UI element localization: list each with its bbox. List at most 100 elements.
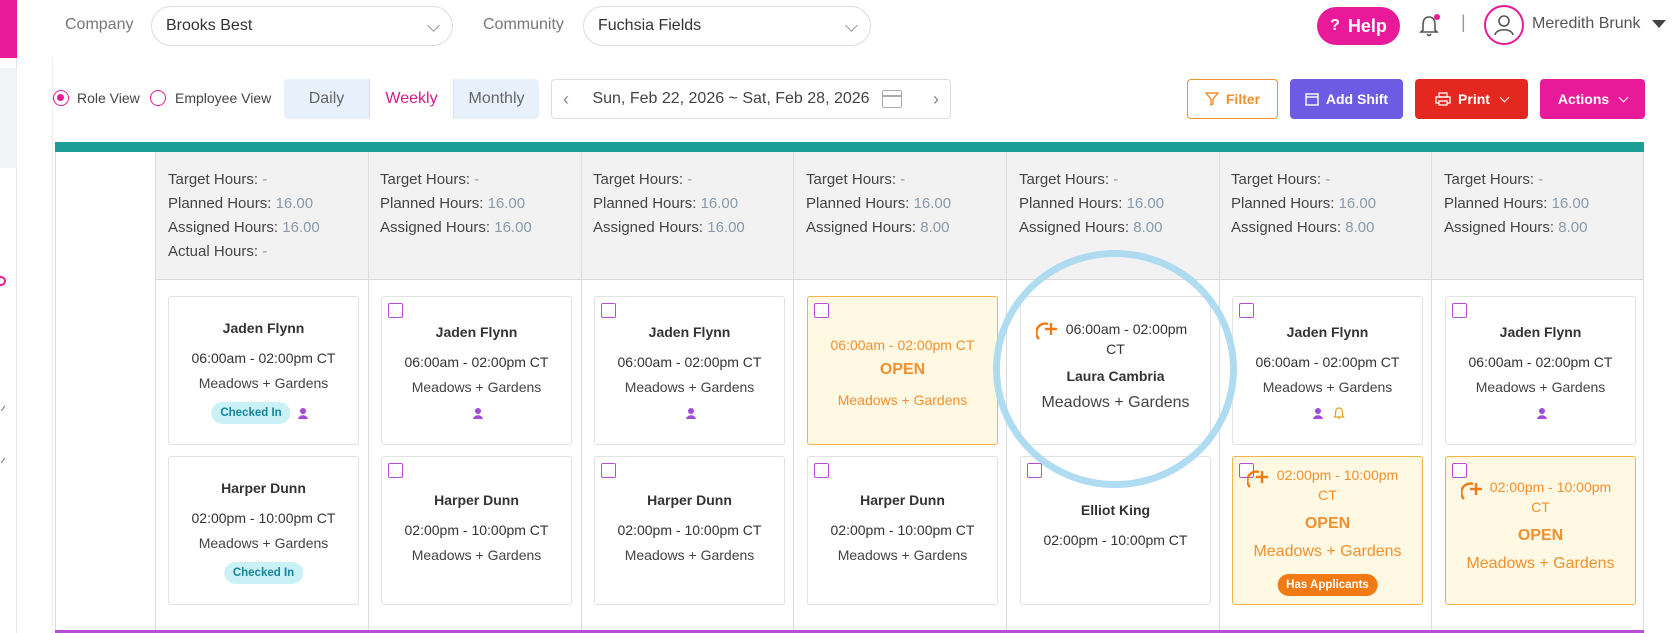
nav-active-tab[interactable] xyxy=(0,0,17,58)
alarm-icon xyxy=(1332,407,1345,419)
planned-hours-label: Planned Hours: xyxy=(1231,195,1335,212)
filter-icon xyxy=(1204,92,1219,106)
user-icon xyxy=(1494,15,1514,36)
add-shift-button[interactable]: Add Shift xyxy=(1290,79,1403,119)
open-shift-card[interactable]: 02:00pm - 10:00pm CT OPEN Meadows + Gard… xyxy=(1232,456,1423,605)
add-shift-label: Add Shift xyxy=(1325,91,1389,107)
company-label: Company xyxy=(65,16,134,33)
print-button[interactable]: Print xyxy=(1415,79,1528,119)
caret-down-icon[interactable] xyxy=(1652,20,1666,28)
nav-tick-icon xyxy=(0,457,6,464)
role-view-radio[interactable] xyxy=(53,90,69,106)
open-shift-card[interactable]: 02:00pm - 10:00pm CT OPEN Meadows + Gard… xyxy=(1445,456,1636,605)
shift-checkbox[interactable] xyxy=(601,463,616,478)
chevron-down-icon xyxy=(1618,92,1629,102)
shift-card[interactable]: Jaden Flynn 06:00am - 02:00pm CT Meadows… xyxy=(168,296,359,445)
planned-hours-label: Planned Hours: xyxy=(380,195,484,212)
top-bar: Company Brooks Best Community Fuchsia Fi… xyxy=(17,0,1678,52)
shift-location: Meadows + Gardens xyxy=(624,379,755,395)
chevron-right-icon[interactable]: › xyxy=(933,88,939,109)
shift-time: 02:00pm - 10:00pm CT xyxy=(1043,532,1188,548)
shift-checkbox[interactable] xyxy=(1452,303,1467,318)
assigned-hours-value: 8.00 xyxy=(1345,219,1375,236)
column-hours-summary: Target Hours: - Planned Hours: 16.00 Ass… xyxy=(380,168,532,240)
target-hours-label: Target Hours: xyxy=(1444,171,1535,188)
shift-location: Meadows + Gardens xyxy=(198,535,329,551)
shift-location: Meadows + Gardens xyxy=(1475,379,1606,395)
shift-card[interactable]: Harper Dunn 02:00pm - 10:00pm CT Meadows… xyxy=(168,456,359,605)
shift-card[interactable]: Jaden Flynn 06:00am - 02:00pm CT Meadows… xyxy=(381,296,572,445)
shift-location: Meadows + Gardens xyxy=(1262,379,1393,395)
company-value: Brooks Best xyxy=(166,17,253,34)
user-name[interactable]: Meredith Brunk xyxy=(1532,15,1641,32)
user-avatar[interactable] xyxy=(1484,5,1524,45)
tab-daily[interactable]: Daily xyxy=(308,90,345,107)
target-hours-label: Target Hours: xyxy=(168,171,259,188)
column-hours-summary: Target Hours: - Planned Hours: 16.00 Ass… xyxy=(1231,168,1376,240)
community-select[interactable]: Fuchsia Fields xyxy=(583,6,871,46)
shift-checkbox[interactable] xyxy=(814,463,829,478)
shift-card[interactable]: Harper Dunn 02:00pm - 10:00pm CT Meadows… xyxy=(594,456,785,605)
help-label: Help xyxy=(1347,15,1387,36)
hours-summary-row xyxy=(156,152,1643,280)
schedule-grid xyxy=(55,152,1644,633)
shift-card[interactable]: Harper Dunn 02:00pm - 10:00pm CT Meadows… xyxy=(807,456,998,605)
shift-card[interactable]: Jaden Flynn 06:00am - 02:00pm CT Meadows… xyxy=(1445,296,1636,445)
shift-time-zone: CT xyxy=(1318,487,1337,503)
nav-gray-tab[interactable] xyxy=(0,68,17,168)
date-navigator: ‹ Sun, Feb 22, 2026 ~ Sat, Feb 28, 2026 … xyxy=(551,79,951,119)
tab-monthly[interactable]: Monthly xyxy=(468,90,525,107)
date-range[interactable]: Sun, Feb 22, 2026 ~ Sat, Feb 28, 2026 xyxy=(592,90,870,107)
shift-checkbox[interactable] xyxy=(1239,303,1254,318)
target-hours-value: - xyxy=(1325,171,1331,188)
column-hours-summary: Target Hours: - Planned Hours: 16.00 Ass… xyxy=(1019,168,1164,240)
assigned-hours-value: 8.00 xyxy=(1558,219,1588,236)
target-hours-label: Target Hours: xyxy=(806,171,897,188)
question-icon: ? xyxy=(1330,17,1340,34)
planned-hours-label: Planned Hours: xyxy=(1444,195,1548,212)
shift-card[interactable]: Jaden Flynn 06:00am - 02:00pm CT Meadows… xyxy=(1232,296,1423,445)
help-button[interactable]: ? Help xyxy=(1317,7,1400,45)
employee-view-radio[interactable] xyxy=(150,90,166,106)
shift-card[interactable]: Harper Dunn 02:00pm - 10:00pm CT Meadows… xyxy=(381,456,572,605)
shift-checkbox[interactable] xyxy=(388,463,403,478)
chevron-down-icon xyxy=(845,19,858,32)
shift-time: 06:00am - 02:00pm CT xyxy=(830,337,975,353)
open-status: OPEN xyxy=(879,361,926,378)
filter-button[interactable]: Filter xyxy=(1187,79,1278,119)
shift-time: 02:00pm - 10:00pm CT xyxy=(191,510,336,526)
actions-button[interactable]: Actions xyxy=(1540,79,1645,119)
column-hours-summary: Target Hours: - Planned Hours: 16.00 Ass… xyxy=(1444,168,1589,240)
shift-checkbox[interactable] xyxy=(814,303,829,318)
community-value: Fuchsia Fields xyxy=(598,17,702,34)
assigned-hours-label: Assigned Hours: xyxy=(593,219,704,236)
highlight-circle xyxy=(993,250,1237,488)
tab-weekly[interactable]: Weekly xyxy=(369,79,454,119)
company-select[interactable]: Brooks Best xyxy=(151,6,453,46)
shift-time: 02:00pm - 10:00pm CT xyxy=(404,522,549,538)
planned-hours-value: 16.00 xyxy=(487,195,526,212)
shift-time: 02:00pm - 10:00pm xyxy=(1489,479,1612,495)
shift-checkbox[interactable] xyxy=(1027,463,1042,478)
shift-checkbox[interactable] xyxy=(601,303,616,318)
shift-card[interactable]: Jaden Flynn 06:00am - 02:00pm CT Meadows… xyxy=(594,296,785,445)
status-badge: Checked In xyxy=(223,562,304,584)
planned-hours-value: 16.00 xyxy=(275,195,314,212)
has-applicants-badge[interactable]: Has Applicants xyxy=(1277,574,1378,596)
planned-hours-value: 16.00 xyxy=(1551,195,1590,212)
shift-location: Meadows + Gardens xyxy=(411,379,542,395)
column-hours-summary: Target Hours: - Planned Hours: 16.00 Ass… xyxy=(593,168,745,240)
chevron-left-icon[interactable]: ‹ xyxy=(563,88,569,109)
bell-icon[interactable] xyxy=(1418,14,1440,38)
shift-time: 06:00am - 02:00pm CT xyxy=(191,350,336,366)
column-divider xyxy=(155,152,156,633)
shift-location: Meadows + Gardens xyxy=(198,375,329,391)
shift-checkbox[interactable] xyxy=(388,303,403,318)
shift-time-zone: CT xyxy=(1531,499,1550,515)
calendar-icon[interactable] xyxy=(882,90,902,108)
open-shift-card[interactable]: 06:00am - 02:00pm CT OPEN Meadows + Gard… xyxy=(807,296,998,445)
grid-bottom-border xyxy=(55,630,1644,633)
column-hours-summary: Target Hours: - Planned Hours: 16.00 Ass… xyxy=(806,168,951,240)
shift-checkbox[interactable] xyxy=(1452,463,1467,478)
actual-hours-value: - xyxy=(262,243,268,260)
